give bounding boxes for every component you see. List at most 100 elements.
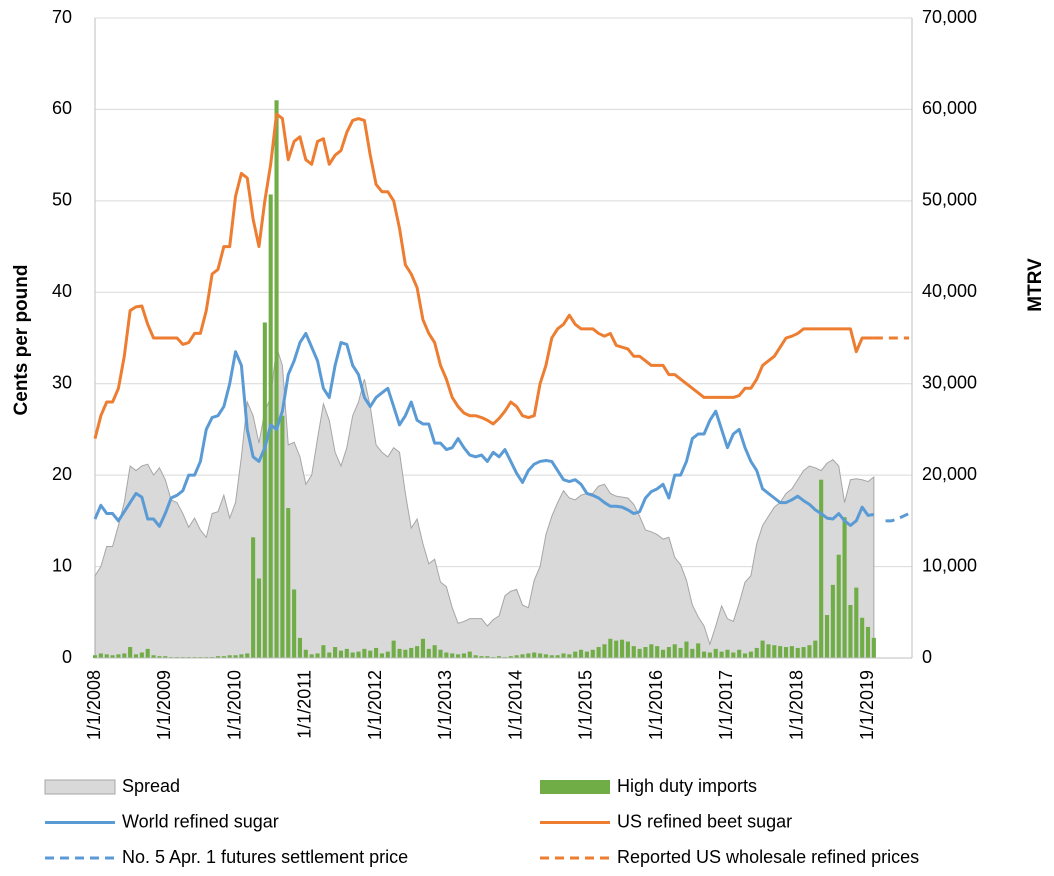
bar bbox=[227, 655, 232, 658]
y-tick-label: 30 bbox=[52, 372, 72, 392]
bar bbox=[538, 653, 543, 658]
bar bbox=[684, 641, 689, 658]
bar bbox=[163, 656, 168, 658]
bar bbox=[344, 648, 349, 658]
bar bbox=[614, 640, 619, 658]
bar bbox=[157, 656, 162, 658]
legend-item: US refined beet sugar bbox=[540, 811, 792, 831]
bar bbox=[145, 648, 150, 658]
x-tick-label: 1/1/2015 bbox=[576, 670, 596, 740]
legend-label: High duty imports bbox=[617, 776, 757, 796]
bar bbox=[128, 647, 133, 658]
y2-tick-label: 10,000 bbox=[922, 555, 977, 575]
bar bbox=[678, 647, 683, 658]
bar bbox=[444, 652, 449, 658]
bar bbox=[409, 647, 414, 658]
bar bbox=[473, 655, 478, 658]
bar bbox=[737, 649, 742, 658]
y-tick-label: 40 bbox=[52, 281, 72, 301]
bar bbox=[561, 653, 566, 658]
y2-tick-label: 50,000 bbox=[922, 190, 977, 210]
bar bbox=[848, 604, 853, 658]
bar bbox=[643, 647, 648, 658]
bar bbox=[625, 641, 630, 658]
bar bbox=[356, 651, 361, 658]
bar bbox=[508, 656, 513, 658]
bar bbox=[92, 655, 98, 658]
bar bbox=[286, 508, 291, 658]
legend-item: No. 5 Apr. 1 futures settlement price bbox=[45, 847, 408, 867]
bar bbox=[403, 649, 408, 658]
x-tick-label: 1/1/2010 bbox=[224, 670, 244, 740]
bar bbox=[397, 648, 402, 658]
bar bbox=[865, 626, 871, 658]
bar bbox=[719, 651, 724, 658]
bar bbox=[672, 644, 677, 658]
x-tick-label: 1/1/2016 bbox=[646, 670, 666, 740]
bar bbox=[579, 649, 584, 658]
bar bbox=[245, 653, 250, 658]
bar bbox=[766, 644, 771, 658]
bar bbox=[438, 649, 443, 658]
bar bbox=[133, 654, 139, 658]
bar bbox=[813, 640, 818, 658]
bar bbox=[450, 653, 455, 658]
bar bbox=[461, 653, 466, 658]
bar bbox=[485, 656, 490, 658]
bar bbox=[256, 578, 262, 658]
x-tick-label: 1/1/2008 bbox=[84, 670, 104, 740]
bar bbox=[456, 654, 461, 658]
bar bbox=[497, 656, 502, 658]
bar bbox=[819, 479, 824, 658]
bar bbox=[520, 654, 525, 658]
y-tick-label: 10 bbox=[52, 555, 72, 575]
bar bbox=[789, 646, 794, 658]
bar bbox=[807, 645, 812, 658]
bar bbox=[362, 648, 367, 658]
bar bbox=[110, 655, 115, 658]
x-tick-label: 1/1/2009 bbox=[154, 670, 174, 740]
x-tick-label: 1/1/2019 bbox=[857, 670, 877, 740]
bar bbox=[139, 652, 144, 658]
bar bbox=[590, 649, 595, 658]
bar bbox=[479, 656, 484, 658]
bar bbox=[795, 647, 800, 658]
bar bbox=[871, 637, 876, 658]
x-tick-label: 1/1/2014 bbox=[505, 670, 525, 740]
bar bbox=[432, 645, 437, 658]
legend-label: US refined beet sugar bbox=[617, 811, 792, 831]
bar bbox=[368, 650, 373, 658]
legend-label: Spread bbox=[122, 776, 180, 796]
bar bbox=[748, 651, 753, 658]
line bbox=[93, 331, 875, 528]
bar bbox=[98, 653, 103, 658]
y2-tick-label: 40,000 bbox=[922, 281, 977, 301]
y-tick-label: 0 bbox=[62, 647, 72, 667]
bar bbox=[608, 638, 613, 658]
dashed-line bbox=[885, 512, 910, 523]
y2-tick-label: 30,000 bbox=[922, 372, 977, 392]
bar bbox=[783, 647, 789, 658]
y2-tick-label: 70,000 bbox=[922, 7, 977, 27]
bar bbox=[251, 537, 256, 658]
bar bbox=[655, 646, 660, 658]
bar bbox=[707, 652, 712, 658]
bar bbox=[420, 638, 425, 658]
x-tick-label: 1/1/2017 bbox=[716, 670, 736, 740]
bar bbox=[549, 655, 554, 658]
legend-swatch bbox=[540, 780, 610, 794]
bar bbox=[555, 655, 560, 658]
bar bbox=[514, 655, 519, 658]
bar bbox=[660, 649, 666, 658]
bar bbox=[309, 654, 314, 658]
x-tick-label: 1/1/2011 bbox=[295, 670, 315, 739]
legend-swatch bbox=[44, 779, 116, 795]
bar bbox=[573, 651, 578, 658]
bar bbox=[666, 647, 671, 658]
y2-axis-title: MTRV bbox=[1025, 258, 1046, 312]
y-axis-title: Cents per pound bbox=[11, 265, 32, 416]
bar bbox=[303, 649, 308, 658]
bar bbox=[280, 415, 285, 658]
legend-label: World refined sugar bbox=[122, 811, 279, 831]
bar bbox=[754, 647, 759, 658]
